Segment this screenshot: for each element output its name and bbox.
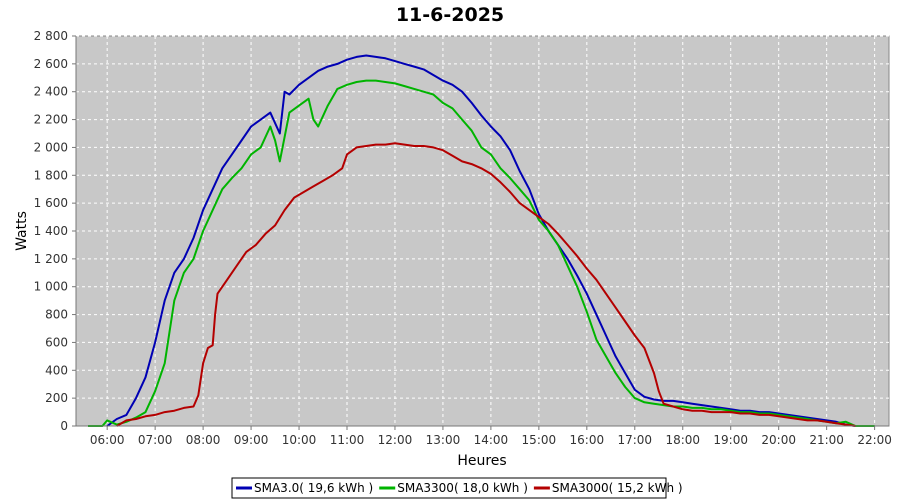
x-tick-label: 16:00: [570, 433, 605, 447]
y-tick-label: 1 600: [34, 196, 68, 210]
x-tick-label: 15:00: [522, 433, 557, 447]
y-tick-label: 1 800: [34, 168, 68, 182]
grid: [76, 35, 889, 427]
x-tick-label: 19:00: [713, 433, 748, 447]
x-tick-label: 20:00: [761, 433, 796, 447]
y-tick-label: 2 200: [34, 113, 68, 127]
y-tick-label: 2 800: [34, 29, 68, 43]
y-tick-label: 200: [45, 391, 68, 405]
x-tick-label: 06:00: [90, 433, 125, 447]
x-tick-label: 08:00: [186, 433, 221, 447]
y-tick-label: 600: [45, 335, 68, 349]
series-line-1: [106, 54, 856, 427]
x-tick-label: 11:00: [330, 433, 365, 447]
legend: SMA3.0( 19,6 kWh ) SMA3300( 18,0 kWh ) SMA…: [231, 477, 683, 499]
x-axis: 06:00 07:00 08:00 09:00 10:00 11:00 12:00 13:00…: [76, 425, 892, 447]
y-tick-label: 2 400: [34, 85, 68, 99]
y-tick-label: 1 400: [34, 224, 68, 238]
y-tick-label: 2 600: [34, 57, 68, 71]
legend-label: SMA3.0( 19,6 kWh ): [254, 481, 373, 495]
x-tick-label: 13:00: [426, 433, 461, 447]
x-tick-label: 17:00: [617, 433, 652, 447]
legend-label: SMA3300( 18,0 kWh ): [397, 481, 528, 495]
x-tick-label: 10:00: [282, 433, 317, 447]
x-axis-label: Heures: [457, 453, 506, 469]
chart-title: 11-6-2025: [396, 4, 504, 26]
x-tick-label: 21:00: [809, 433, 844, 447]
y-tick-label: 800: [45, 308, 68, 322]
y-tick-label: 400: [45, 363, 68, 377]
legend-label: SMA3000( 15,2 kWh ): [552, 481, 683, 495]
series-line-2: [88, 79, 875, 427]
y-tick-label: 1 200: [34, 252, 68, 266]
x-tick-label: 07:00: [138, 433, 173, 447]
x-tick-label: 09:00: [234, 433, 269, 447]
series-line-3: [116, 142, 856, 427]
y-tick-label: 0: [60, 419, 68, 433]
x-tick-label: 12:00: [378, 433, 413, 447]
plot-area: [75, 35, 890, 427]
series-lines: [88, 54, 875, 427]
y-tick-label: 2 000: [34, 140, 68, 154]
x-tick-label: 18:00: [665, 433, 700, 447]
x-tick-label: 14:00: [474, 433, 509, 447]
y-axis: 0 200 400 600 800 1 000 1 200 1 400 1 600 1 800 2 …: [34, 29, 77, 433]
y-tick-label: 1 000: [34, 280, 68, 294]
x-tick-label: 22:00: [857, 433, 892, 447]
y-axis-label: Watts: [14, 211, 30, 251]
legend-box: [231, 477, 667, 499]
